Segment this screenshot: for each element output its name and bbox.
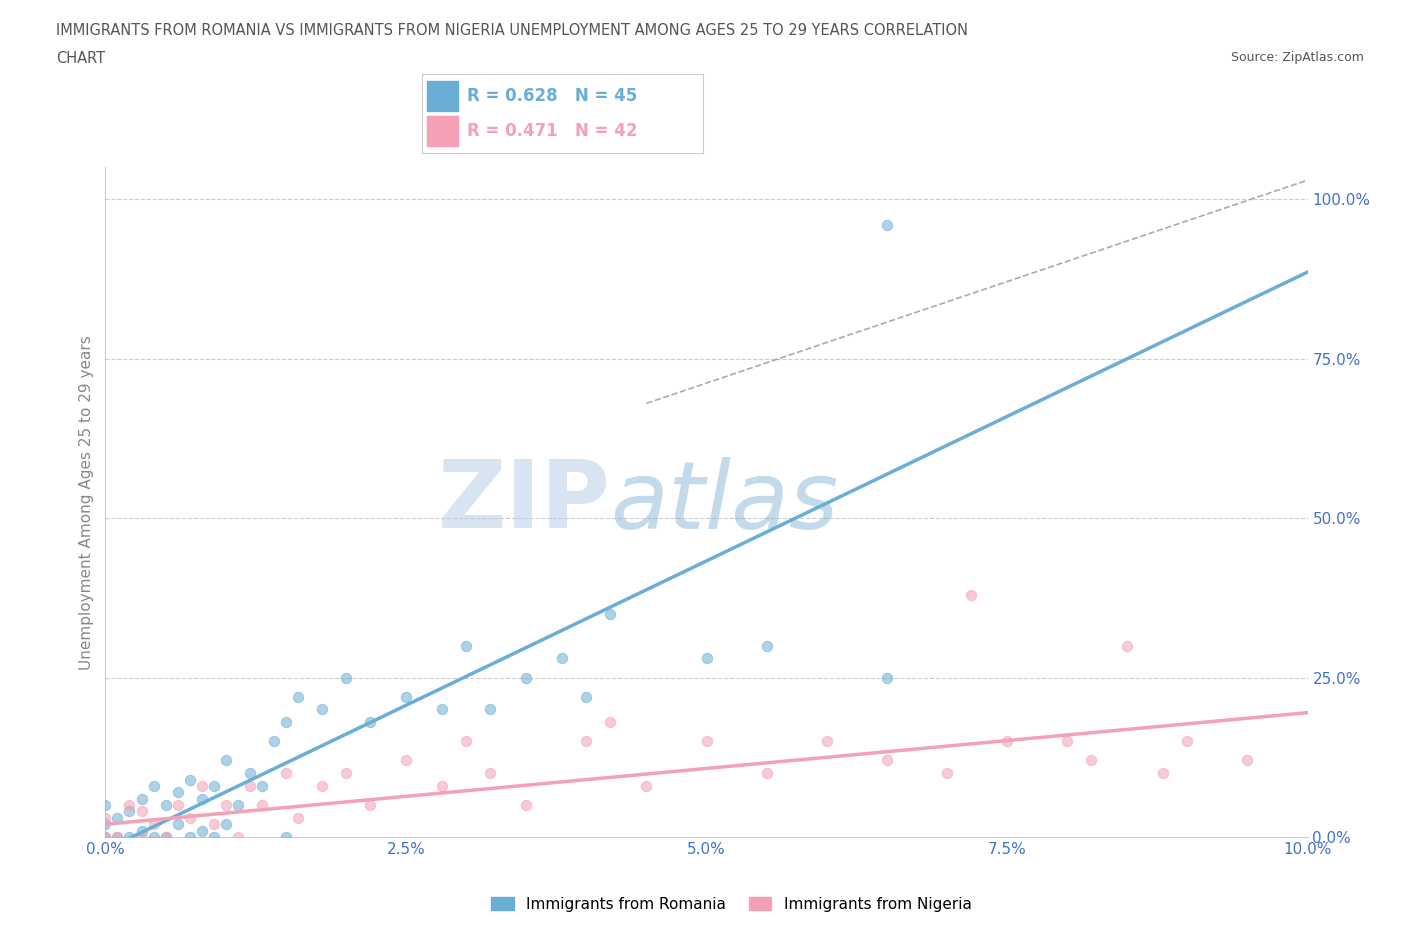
Point — [190, 823, 212, 838]
Point — [274, 830, 297, 844]
Point — [599, 715, 621, 730]
Point — [274, 765, 297, 780]
Point — [131, 791, 153, 806]
Point — [226, 830, 249, 844]
Point — [131, 830, 153, 844]
Point — [395, 689, 418, 704]
Point — [287, 810, 309, 825]
Point — [142, 830, 165, 844]
Text: atlas: atlas — [610, 457, 838, 548]
Point — [755, 638, 778, 653]
Point — [166, 817, 188, 831]
Point — [142, 817, 165, 831]
Point — [166, 798, 188, 813]
Point — [936, 765, 959, 780]
Point — [430, 702, 453, 717]
Point — [250, 778, 273, 793]
Point — [214, 798, 236, 813]
Point — [94, 798, 117, 813]
Point — [263, 734, 285, 749]
Point — [454, 734, 477, 749]
Point — [599, 606, 621, 621]
Point — [107, 830, 129, 844]
Point — [155, 830, 177, 844]
Point — [311, 702, 333, 717]
Point — [214, 753, 236, 768]
Point — [876, 218, 898, 232]
Point — [107, 810, 129, 825]
Point — [359, 798, 381, 813]
Point — [335, 765, 357, 780]
Point — [815, 734, 838, 749]
Point — [226, 798, 249, 813]
Point — [131, 804, 153, 819]
Point — [479, 765, 502, 780]
Point — [575, 734, 598, 749]
Point — [696, 734, 718, 749]
Point — [118, 830, 141, 844]
Point — [190, 778, 212, 793]
Bar — [427, 81, 458, 111]
Point — [876, 753, 898, 768]
Point — [214, 817, 236, 831]
Point — [287, 689, 309, 704]
Point — [1080, 753, 1102, 768]
Point — [166, 785, 188, 800]
Point — [94, 830, 117, 844]
Point — [551, 651, 574, 666]
Point — [960, 587, 983, 602]
Point — [311, 778, 333, 793]
Point — [107, 830, 129, 844]
Point — [1236, 753, 1258, 768]
Point — [118, 804, 141, 819]
Point — [179, 830, 201, 844]
Point — [479, 702, 502, 717]
Text: ZIP: ZIP — [437, 457, 610, 548]
Point — [118, 798, 141, 813]
Point — [155, 798, 177, 813]
Point — [94, 830, 117, 844]
Point — [755, 765, 778, 780]
Point — [94, 817, 117, 831]
Point — [131, 823, 153, 838]
Point — [359, 715, 381, 730]
Point — [179, 772, 201, 787]
Point — [250, 798, 273, 813]
Bar — [427, 116, 458, 146]
Point — [94, 810, 117, 825]
Point — [454, 638, 477, 653]
Point — [1152, 765, 1174, 780]
Point — [190, 791, 212, 806]
Point — [876, 671, 898, 685]
Point — [1175, 734, 1198, 749]
Point — [155, 830, 177, 844]
Point — [430, 778, 453, 793]
Point — [636, 778, 658, 793]
Point — [179, 810, 201, 825]
Legend: Immigrants from Romania, Immigrants from Nigeria: Immigrants from Romania, Immigrants from… — [485, 890, 977, 918]
Point — [274, 715, 297, 730]
Point — [1056, 734, 1078, 749]
Point — [395, 753, 418, 768]
Text: CHART: CHART — [56, 51, 105, 66]
Point — [335, 671, 357, 685]
Text: R = 0.471   N = 42: R = 0.471 N = 42 — [467, 123, 637, 140]
Point — [202, 830, 225, 844]
Point — [202, 817, 225, 831]
Point — [696, 651, 718, 666]
Point — [575, 689, 598, 704]
Point — [515, 671, 537, 685]
Point — [515, 798, 537, 813]
Point — [202, 778, 225, 793]
Text: IMMIGRANTS FROM ROMANIA VS IMMIGRANTS FROM NIGERIA UNEMPLOYMENT AMONG AGES 25 TO: IMMIGRANTS FROM ROMANIA VS IMMIGRANTS FR… — [56, 23, 969, 38]
Point — [239, 765, 262, 780]
Point — [142, 778, 165, 793]
Text: R = 0.628   N = 45: R = 0.628 N = 45 — [467, 86, 637, 105]
Point — [995, 734, 1018, 749]
Y-axis label: Unemployment Among Ages 25 to 29 years: Unemployment Among Ages 25 to 29 years — [79, 335, 94, 670]
Point — [1116, 638, 1139, 653]
Point — [239, 778, 262, 793]
Text: Source: ZipAtlas.com: Source: ZipAtlas.com — [1230, 51, 1364, 64]
